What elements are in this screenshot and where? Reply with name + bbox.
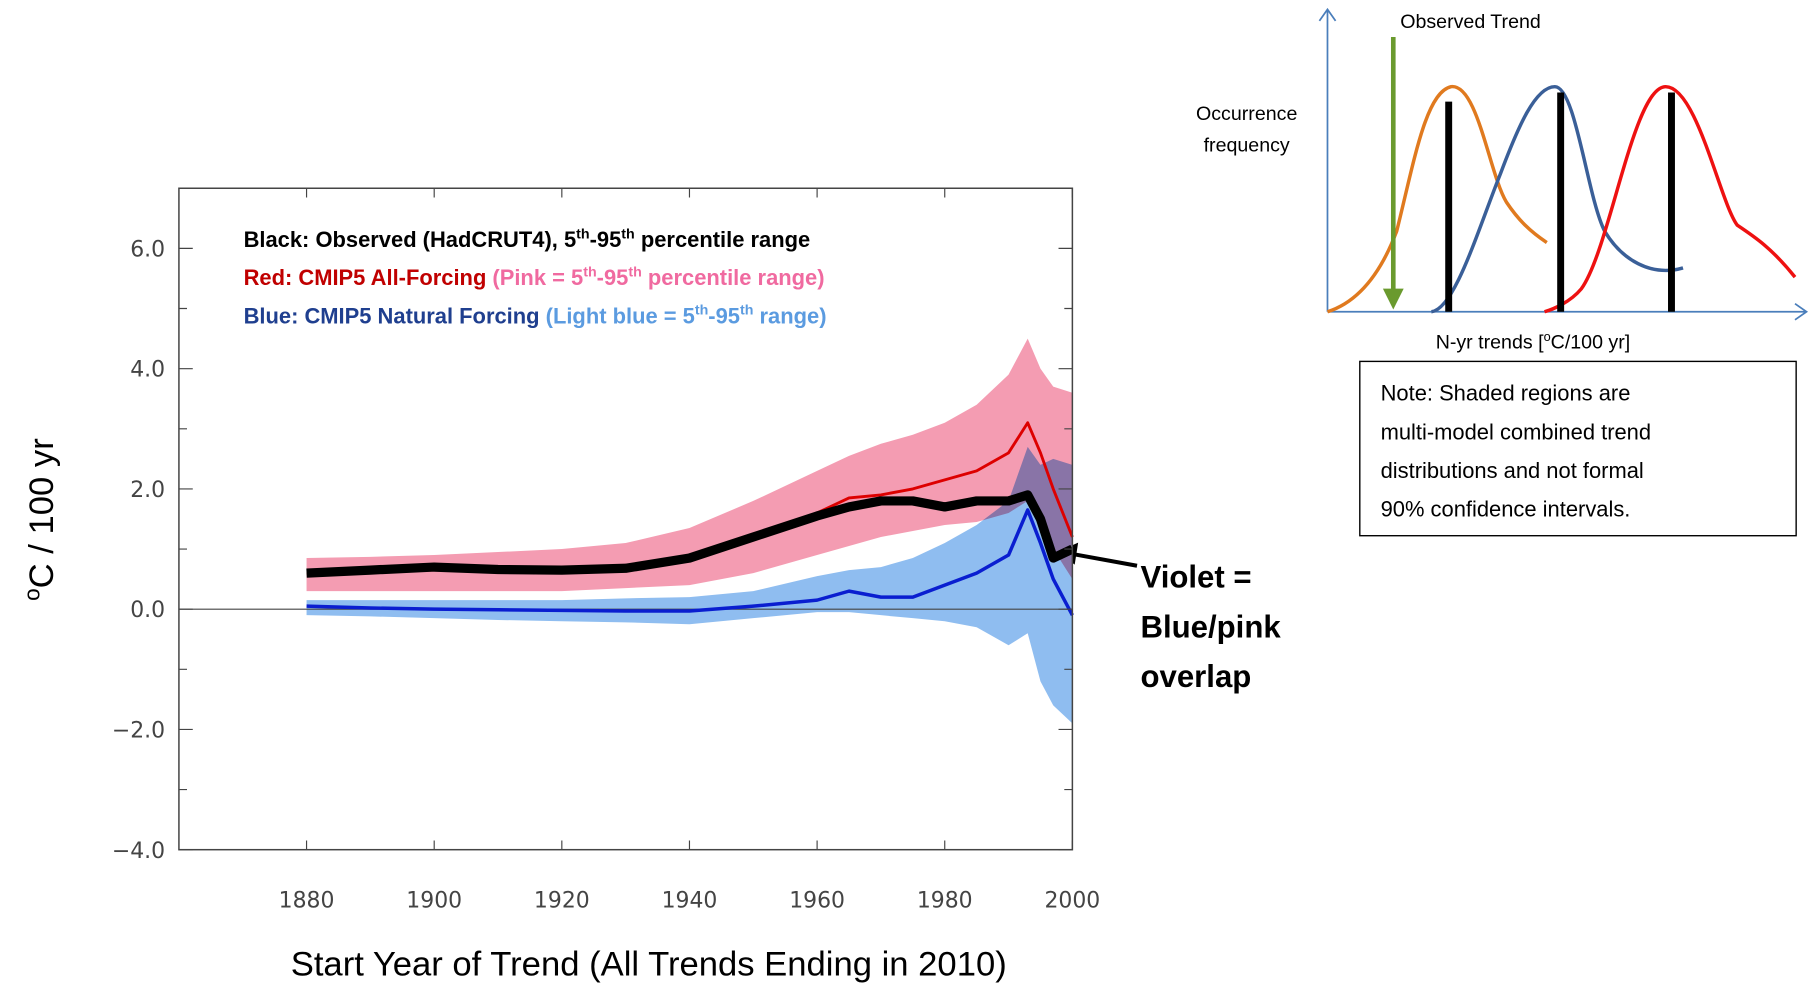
note-line: 90% confidence intervals. xyxy=(1381,497,1631,522)
series-line xyxy=(306,508,1074,616)
plot: −4.0 −2.0 0.0 2.0 4.0 6.0 1880 1900 1920 1940 1960… xyxy=(19,187,1100,984)
text-part: range) xyxy=(753,303,826,328)
y-tick-label: 4.0 xyxy=(130,358,165,383)
y-tick-label: 6.0 xyxy=(130,237,165,262)
text-part: (Pink = 5 xyxy=(492,265,583,290)
note: Note: Shaded regions are multi-model comb… xyxy=(1381,381,1652,522)
text-part: th xyxy=(628,264,641,280)
inset-y-label: Occurrence xyxy=(1196,103,1297,125)
annotation: Violet = xyxy=(1140,560,1251,595)
inset-axes xyxy=(1318,7,1809,321)
text-part: percentile range xyxy=(635,227,810,252)
text-part: o xyxy=(19,588,44,601)
inset-y-label: frequency xyxy=(1204,134,1290,156)
text-part: Black: Observed (HadCRUT4), 5 xyxy=(244,227,577,252)
x-tick-label: 2000 xyxy=(1044,888,1100,913)
plot-frame xyxy=(178,187,1074,851)
text-part: th xyxy=(576,226,589,242)
y-tick-label: 2.0 xyxy=(130,478,165,503)
annotation: overlap xyxy=(1140,659,1251,694)
y-tick-label: −4.0 xyxy=(112,839,165,864)
note-box xyxy=(1359,360,1797,537)
text-part: th xyxy=(583,264,596,280)
legend-entry: Black: Observed (HadCRUT4), 5th-95th per… xyxy=(244,226,811,252)
red-curve xyxy=(1544,84,1797,314)
y-axis-label: oC / 100 yr xyxy=(19,438,61,601)
note-line: Note: Shaded regions are xyxy=(1381,381,1631,406)
text-part: th xyxy=(621,226,634,242)
annotation: Blue/pink xyxy=(1140,609,1281,644)
inset-diagram: Observed Trend Occurrence frequency N-yr… xyxy=(1196,7,1809,537)
text-part: C/100 yr] xyxy=(1551,332,1631,354)
observed-arrow-head xyxy=(1382,288,1404,310)
text-part: -95 xyxy=(590,227,622,252)
x-tick-label: 1980 xyxy=(917,888,973,913)
text-part: -95 xyxy=(597,265,629,290)
series-line xyxy=(306,490,1075,578)
band xyxy=(306,446,1073,724)
x-tick-label: 1880 xyxy=(279,888,335,913)
text-part: Blue: CMIP5 Natural Forcing xyxy=(244,303,546,328)
inset-top-label: Observed Trend xyxy=(1400,11,1541,33)
orange-curve xyxy=(1326,84,1548,314)
annotation-arrow xyxy=(1073,552,1138,568)
text-part: percentile range) xyxy=(642,265,825,290)
x-axis-label: Start Year of Trend (All Trends Ending i… xyxy=(291,946,1007,984)
text-part: th xyxy=(695,303,708,319)
legend-entry: Blue: CMIP5 Natural Forcing (Light blue … xyxy=(244,303,827,329)
text-part: Red: CMIP5 All-Forcing xyxy=(244,265,493,290)
text-part: th xyxy=(740,303,753,319)
note-line: distributions and not formal xyxy=(1381,458,1644,483)
inset-x-label: N-yr trends [oC/100 yr] xyxy=(1436,329,1631,354)
text-part: o xyxy=(1544,329,1551,344)
x-tick-label: 1960 xyxy=(789,888,845,913)
legend-entry: Red: CMIP5 All-Forcing (Pink = 5th-95th … xyxy=(244,264,825,290)
x-tick-label: 1920 xyxy=(534,888,590,913)
y-tick-label: 0.0 xyxy=(130,598,165,623)
note-line: multi-model combined trend xyxy=(1381,419,1652,444)
x-tick-label: 1900 xyxy=(406,888,462,913)
x-tick-label: 1940 xyxy=(662,888,718,913)
y-tick-label: −2.0 xyxy=(112,719,165,744)
text-part: -95 xyxy=(708,303,740,328)
text-part: C / 100 yr xyxy=(23,438,61,588)
text-part: (Light blue = 5 xyxy=(546,303,695,328)
blue-curve xyxy=(1430,84,1684,314)
text-part: N-yr trends [ xyxy=(1436,332,1544,354)
mean-bars xyxy=(1445,92,1675,312)
band xyxy=(306,338,1073,592)
